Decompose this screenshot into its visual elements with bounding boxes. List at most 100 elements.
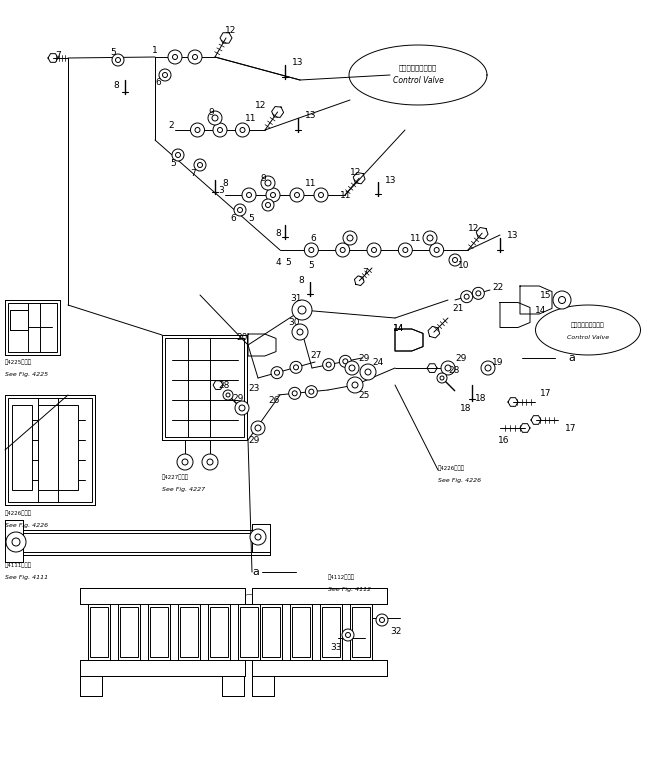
Bar [290,604,312,660]
Text: 19: 19 [492,357,503,367]
Bar [148,604,170,660]
Text: 22: 22 [492,283,503,292]
Text: 8: 8 [298,276,304,284]
Circle shape [290,361,302,373]
Circle shape [251,421,265,435]
Text: 8: 8 [275,229,280,237]
Circle shape [177,454,193,470]
Bar [5,300,60,355]
Bar [165,338,244,437]
Text: 12: 12 [225,25,236,35]
Circle shape [314,188,328,202]
Circle shape [255,534,261,540]
Text: 1: 1 [152,45,158,55]
Text: 9: 9 [208,108,214,116]
Bar [222,676,244,696]
Circle shape [255,425,261,431]
Text: 27: 27 [310,350,321,360]
Bar [5,533,270,552]
Text: 12: 12 [468,223,479,233]
Text: a: a [252,567,259,577]
Circle shape [481,361,495,375]
Text: 7: 7 [190,169,196,178]
Text: コントロールバルブ: コントロールバルブ [399,65,437,72]
Bar [350,604,372,660]
Circle shape [343,231,357,245]
Text: 28: 28 [218,380,229,390]
Text: 13: 13 [292,58,303,66]
Text: 16: 16 [498,436,509,444]
Circle shape [485,365,491,371]
Circle shape [193,55,197,59]
Circle shape [292,300,312,320]
Bar [120,607,138,657]
Circle shape [558,296,566,303]
Text: 11: 11 [410,233,421,243]
Circle shape [176,152,180,158]
Circle shape [342,629,354,641]
Bar [252,676,274,696]
Text: See Fig. 4226: See Fig. 4226 [438,477,481,483]
Circle shape [323,359,335,370]
Bar [252,588,387,604]
Text: Control Valve: Control Valve [393,75,444,85]
Text: 第4111図参照: 第4111図参照 [5,562,32,567]
Text: 30: 30 [288,317,299,326]
Circle shape [212,115,218,121]
Text: 5: 5 [308,260,314,269]
Circle shape [234,204,246,216]
Text: 第4226図参照: 第4226図参照 [5,511,32,516]
Circle shape [376,614,388,626]
Bar [260,604,282,660]
Text: 11: 11 [305,179,317,188]
Bar [5,530,270,555]
Text: 26: 26 [268,396,279,404]
Circle shape [476,291,481,296]
Text: コントロールバルブ: コントロールバルブ [571,322,605,328]
Circle shape [298,306,306,314]
Bar [252,676,274,696]
Bar [80,676,102,696]
Circle shape [240,128,245,132]
Circle shape [6,532,26,552]
Text: 3: 3 [218,186,223,195]
Text: 28: 28 [448,366,460,374]
Text: 14: 14 [535,306,546,314]
Circle shape [168,50,182,64]
Circle shape [472,287,484,300]
Text: 14: 14 [393,323,405,333]
Bar [210,607,228,657]
Circle shape [429,243,444,257]
Circle shape [293,365,299,370]
Circle shape [326,362,331,367]
Circle shape [367,243,381,257]
Bar [88,604,110,660]
Circle shape [449,254,461,266]
Text: 21: 21 [452,303,464,313]
Text: 32: 32 [390,628,401,637]
Bar [322,607,340,657]
Bar [252,588,387,604]
Circle shape [194,159,206,171]
Bar [238,604,260,660]
Circle shape [464,294,469,300]
Circle shape [553,291,571,309]
Text: See Fig. 4112: See Fig. 4112 [328,587,371,591]
Text: 5: 5 [285,257,291,266]
Text: 31: 31 [290,293,301,303]
Circle shape [441,361,455,375]
Text: 29: 29 [358,353,369,363]
Bar [118,604,140,660]
Circle shape [246,192,252,197]
Circle shape [226,393,230,397]
Circle shape [207,459,213,465]
Circle shape [236,123,250,137]
Circle shape [290,188,304,202]
Circle shape [238,207,242,213]
Circle shape [309,247,314,253]
Circle shape [380,618,384,622]
Bar [80,676,102,696]
Circle shape [197,162,203,168]
Circle shape [319,192,323,197]
Bar [162,335,247,440]
